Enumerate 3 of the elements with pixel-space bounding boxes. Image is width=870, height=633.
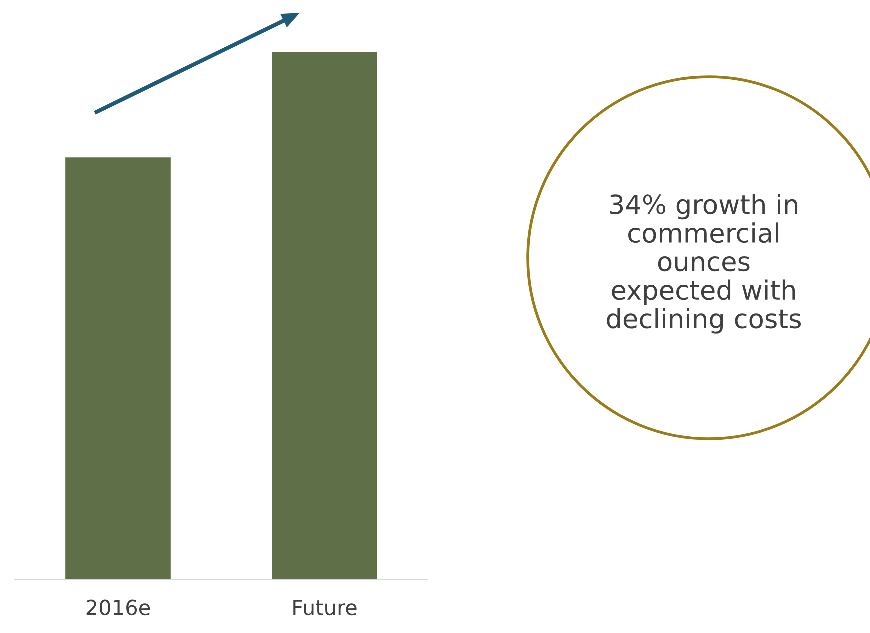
x-tick-label: Future — [294, 600, 357, 616]
text: 34% growth in commercial ounces expected with declining costs — [607, 194, 801, 334]
x-tick-label: 2016e — [86, 600, 150, 616]
